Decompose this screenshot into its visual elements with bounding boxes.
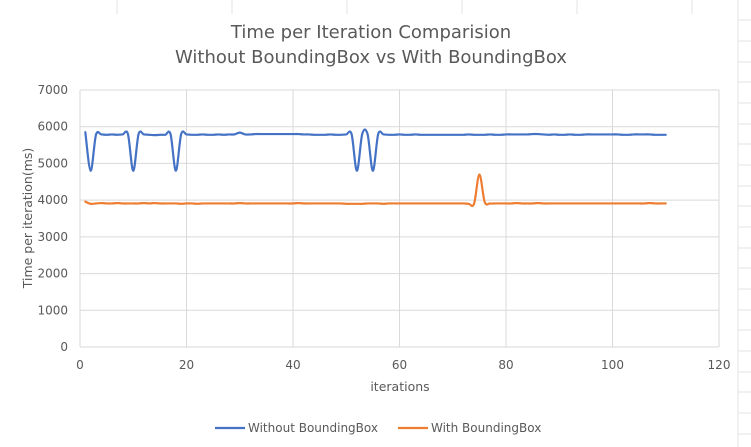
y-tick-label: 2000 bbox=[37, 267, 68, 281]
y-tick-label: 7000 bbox=[37, 83, 68, 97]
x-tick-label: 60 bbox=[392, 358, 407, 372]
y-tick-label: 1000 bbox=[37, 303, 68, 317]
y-tick-label: 4000 bbox=[37, 193, 68, 207]
y-tick-label: 5000 bbox=[37, 156, 68, 170]
x-tick-label: 40 bbox=[285, 358, 300, 372]
x-tick-label: 20 bbox=[179, 358, 194, 372]
y-tick-label: 6000 bbox=[37, 120, 68, 134]
series-line-1 bbox=[84, 128, 667, 172]
x-tick-label: 80 bbox=[498, 358, 513, 372]
y-axis-tick-labels: 0 1000 2000 3000 4000 5000 6000 7000 bbox=[37, 83, 68, 354]
y-tick-label: 0 bbox=[60, 340, 68, 354]
chart-title-line1: Time per Iteration Comparision bbox=[230, 22, 511, 43]
legend-label: Without BoundingBox bbox=[248, 421, 378, 435]
x-axis-tick-labels: 0 20 40 60 80 100 120 bbox=[76, 358, 730, 372]
chart-title-line2: Without BoundingBox vs With BoundingBox bbox=[175, 47, 567, 68]
series-lines bbox=[84, 128, 667, 208]
series-line-2 bbox=[84, 173, 667, 208]
spreadsheet-cell-lines bbox=[116, 0, 751, 447]
x-tick-label: 100 bbox=[601, 358, 624, 372]
y-axis-label: Time per iteration(ms) bbox=[20, 148, 35, 290]
y-tick-label: 3000 bbox=[37, 230, 68, 244]
x-tick-label: 0 bbox=[76, 358, 84, 372]
x-tick-label: 120 bbox=[708, 358, 731, 372]
legend: Without BoundingBox With BoundingBox bbox=[215, 421, 541, 435]
gridlines bbox=[79, 89, 720, 348]
x-axis-label: iterations bbox=[370, 379, 429, 394]
legend-label: With BoundingBox bbox=[431, 421, 541, 435]
